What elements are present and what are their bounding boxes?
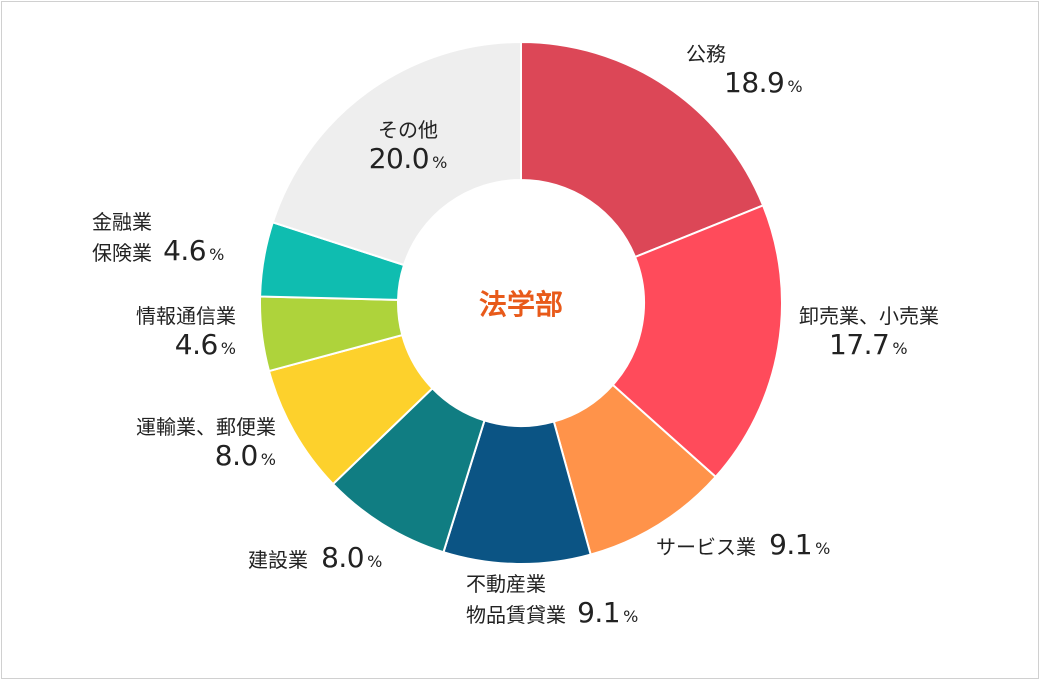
slice-label-name: サービス業: [656, 535, 756, 559]
slice-unit: %: [209, 245, 225, 264]
slice-unit: %: [220, 339, 236, 358]
slice-label-service: サービス業 9.1%: [656, 528, 830, 562]
slice-label-fudousan: 不動産業 物品賃貸業 9.1%: [466, 572, 638, 630]
slice-value: 4.6: [163, 234, 207, 267]
slice-label-name: 建設業: [248, 548, 308, 572]
slice-label-jouhou: 情報通信業 4.6%: [114, 304, 236, 362]
slice-label-name: その他: [378, 118, 438, 142]
slice-label-name: 公務: [686, 42, 726, 66]
slice-label-name: 情報通信業: [136, 304, 236, 328]
slice-label-name: 卸売業、小売業: [799, 304, 939, 328]
slice-value: 18.9: [724, 66, 785, 99]
slice-value: 20.0: [368, 142, 430, 175]
donut-slices: [259, 40, 783, 565]
slice-label-oroshi-kouri: 卸売業、小売業 17.7%: [799, 304, 939, 362]
slice-label-name: 不動産業: [466, 572, 546, 596]
slice-label-kinyu: 金融業 保険業 4.6%: [92, 210, 224, 268]
center-label: 法学部: [478, 288, 563, 321]
slice-label-name: 金融業: [92, 210, 152, 234]
slice-value: 17.7: [829, 328, 890, 361]
slice-label-name-line2: 保険業: [92, 241, 152, 265]
donut-slice-0: [520, 40, 765, 259]
slice-value: 8.0: [214, 439, 259, 472]
donut-slice-1: [611, 204, 783, 479]
slice-label-unyu: 運輸業、郵便業 8.0%: [112, 415, 276, 473]
slice-value: 4.6: [174, 328, 219, 361]
slice-unit: %: [787, 77, 803, 96]
slice-value: 9.1: [577, 596, 621, 629]
donut-slice-8: [271, 40, 522, 267]
slice-value: 9.1: [769, 528, 813, 561]
slice-label-sonota: その他 20.0%: [358, 118, 458, 176]
slice-unit: %: [892, 339, 908, 358]
slice-unit: %: [815, 539, 831, 558]
slice-label-kensetsu: 建設業 8.0%: [248, 541, 382, 575]
slice-unit: %: [367, 552, 383, 571]
slice-label-koumu: 公務 18.9%: [686, 42, 803, 100]
slice-unit: %: [432, 153, 448, 172]
slice-unit: %: [260, 450, 276, 469]
slice-label-name-line2: 物品賃貸業: [466, 603, 566, 627]
slice-value: 8.0: [321, 541, 365, 574]
slice-unit: %: [623, 607, 639, 626]
slice-label-name: 運輸業、郵便業: [136, 415, 276, 439]
